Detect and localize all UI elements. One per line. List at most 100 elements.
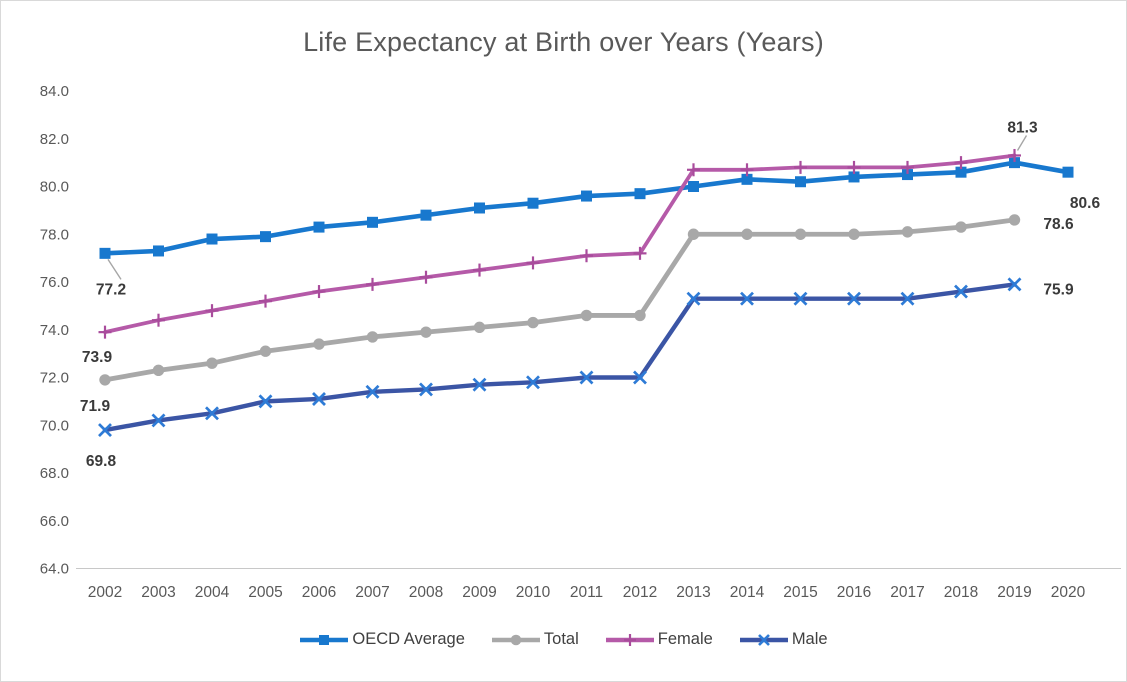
x-axis-tick-label: 2011 <box>570 584 603 601</box>
data-label-total-2019: 78.6 <box>1043 216 1074 233</box>
x-axis-tick-label: 2017 <box>890 584 924 601</box>
data-point-oecd-average-2012 <box>634 188 646 200</box>
x-axis-tick-label: 2010 <box>516 584 551 601</box>
x-axis-tick-label: 2002 <box>88 584 122 601</box>
data-point-male-2016 <box>847 291 861 306</box>
x-axis-tick-label: 2009 <box>462 584 496 601</box>
data-point-oecd-average-2005 <box>260 231 271 243</box>
data-point-total-2007 <box>366 331 379 343</box>
x-axis-tick-label: 2015 <box>783 584 817 601</box>
data-point-oecd-average-2013 <box>688 181 699 192</box>
y-axis-tick-label: 82.0 <box>40 131 69 148</box>
chart-title: Life Expectancy at Birth over Years (Yea… <box>303 27 824 57</box>
data-point-male-2005 <box>258 394 273 409</box>
data-point-male-2012 <box>633 370 647 385</box>
data-point-total-2014 <box>741 228 753 240</box>
data-point-male-2013 <box>686 291 701 306</box>
data-point-total-2013 <box>687 228 700 240</box>
x-axis-tick-label: 2012 <box>623 584 657 601</box>
x-axis-tick-label: 2014 <box>730 584 765 601</box>
x-axis-tick-label: 2003 <box>141 584 175 601</box>
data-point-male-2007 <box>365 384 380 399</box>
data-point-oecd-average-2014 <box>741 173 753 185</box>
series-line-oecd-average <box>102 160 1071 256</box>
data-point-oecd-average-2006 <box>313 221 325 233</box>
data-point-oecd-average-2008 <box>420 209 432 221</box>
y-axis-tick-label: 72.0 <box>40 370 69 387</box>
data-point-total-2010 <box>527 316 539 329</box>
x-axis-tick-label: 2007 <box>355 584 389 601</box>
y-axis-tick-label: 66.0 <box>40 513 69 530</box>
data-point-oecd-average-2017 <box>902 169 913 181</box>
legend-item-total: Total <box>491 630 579 649</box>
data-point-male-2006 <box>312 392 326 406</box>
data-point-total-2019 <box>1008 214 1021 226</box>
x-axis-tick-label: 2008 <box>409 584 443 601</box>
series-line-female <box>103 153 1017 335</box>
x-axis-tick-label: 2016 <box>837 584 871 601</box>
data-point-total-2016 <box>848 228 860 240</box>
data-point-male-2009 <box>472 377 487 392</box>
data-point-oecd-average-2019 <box>1009 157 1020 169</box>
data-label-leader-line <box>107 258 122 280</box>
data-point-oecd-average-2009 <box>474 202 485 214</box>
data-point-oecd-average-2003 <box>153 245 164 257</box>
data-point-male-2014 <box>740 291 754 306</box>
x-axis-tick-label: 2019 <box>997 584 1031 601</box>
data-point-oecd-average-2010 <box>527 197 539 209</box>
data-label-oecd-average-2002: 77.2 <box>96 281 126 298</box>
legend-marker-x-icon <box>739 633 788 646</box>
x-axis-tick-label: 2013 <box>676 584 710 601</box>
data-label-leader-line <box>1016 135 1028 151</box>
data-point-male-2019 <box>1007 277 1022 292</box>
data-label-total-2002: 71.9 <box>80 398 111 415</box>
legend-marker-plus-icon <box>605 633 654 646</box>
y-axis-tick-label: 76.0 <box>40 274 69 291</box>
data-point-oecd-average-2002 <box>99 247 111 259</box>
data-point-total-2015 <box>794 228 807 240</box>
x-axis-tick-label: 2004 <box>195 584 230 601</box>
data-point-oecd-average-2018 <box>955 166 967 178</box>
legend-item-male: Male <box>739 630 828 649</box>
data-point-total-2009 <box>473 321 486 334</box>
legend-label: OECD Average <box>352 630 465 648</box>
legend-marker-square-icon <box>300 634 349 645</box>
data-point-oecd-average-2007 <box>367 216 378 228</box>
data-label-female-2019: 81.3 <box>1007 119 1038 136</box>
y-axis-tick-label: 78.0 <box>40 226 69 243</box>
data-point-total-2018 <box>955 221 967 233</box>
data-point-male-2003 <box>151 413 166 428</box>
data-point-male-2008 <box>419 382 433 397</box>
data-label-male-2002: 69.8 <box>86 453 117 470</box>
data-point-total-2008 <box>420 326 432 338</box>
data-point-total-2005 <box>259 345 272 357</box>
legend-item-oecd-average: OECD Average <box>299 630 465 649</box>
series-line-total <box>102 217 1017 383</box>
y-axis-tick-label: 74.0 <box>40 322 69 339</box>
data-point-oecd-average-2020 <box>1062 166 1074 178</box>
legend-marker-circle-icon <box>491 634 540 645</box>
data-point-male-2010 <box>526 375 540 390</box>
legend-label: Female <box>657 630 713 648</box>
data-point-total-2004 <box>206 357 218 369</box>
x-axis-tick-label: 2006 <box>302 584 336 601</box>
data-point-oecd-average-2016 <box>848 171 860 183</box>
x-axis-tick-label: 2020 <box>1051 584 1086 601</box>
x-axis-tick-label: 2018 <box>944 584 978 601</box>
y-axis-tick-label: 84.0 <box>40 83 69 100</box>
chart-legend: OECD Average Total Female Male <box>1 630 1126 649</box>
data-point-total-2011 <box>580 309 593 322</box>
data-point-oecd-average-2015 <box>795 176 806 188</box>
y-axis-tick-label: 80.0 <box>40 179 69 196</box>
data-point-total-2003 <box>152 364 165 377</box>
data-point-oecd-average-2011 <box>581 190 592 202</box>
legend-label: Male <box>791 630 828 648</box>
data-label-female-2002: 73.9 <box>82 349 113 366</box>
legend-label: Total <box>543 630 579 648</box>
series-line-male <box>102 282 1017 433</box>
data-label-oecd-average-2020: 80.6 <box>1070 195 1101 212</box>
data-point-male-2002 <box>98 423 112 437</box>
data-point-male-2004 <box>205 406 219 421</box>
